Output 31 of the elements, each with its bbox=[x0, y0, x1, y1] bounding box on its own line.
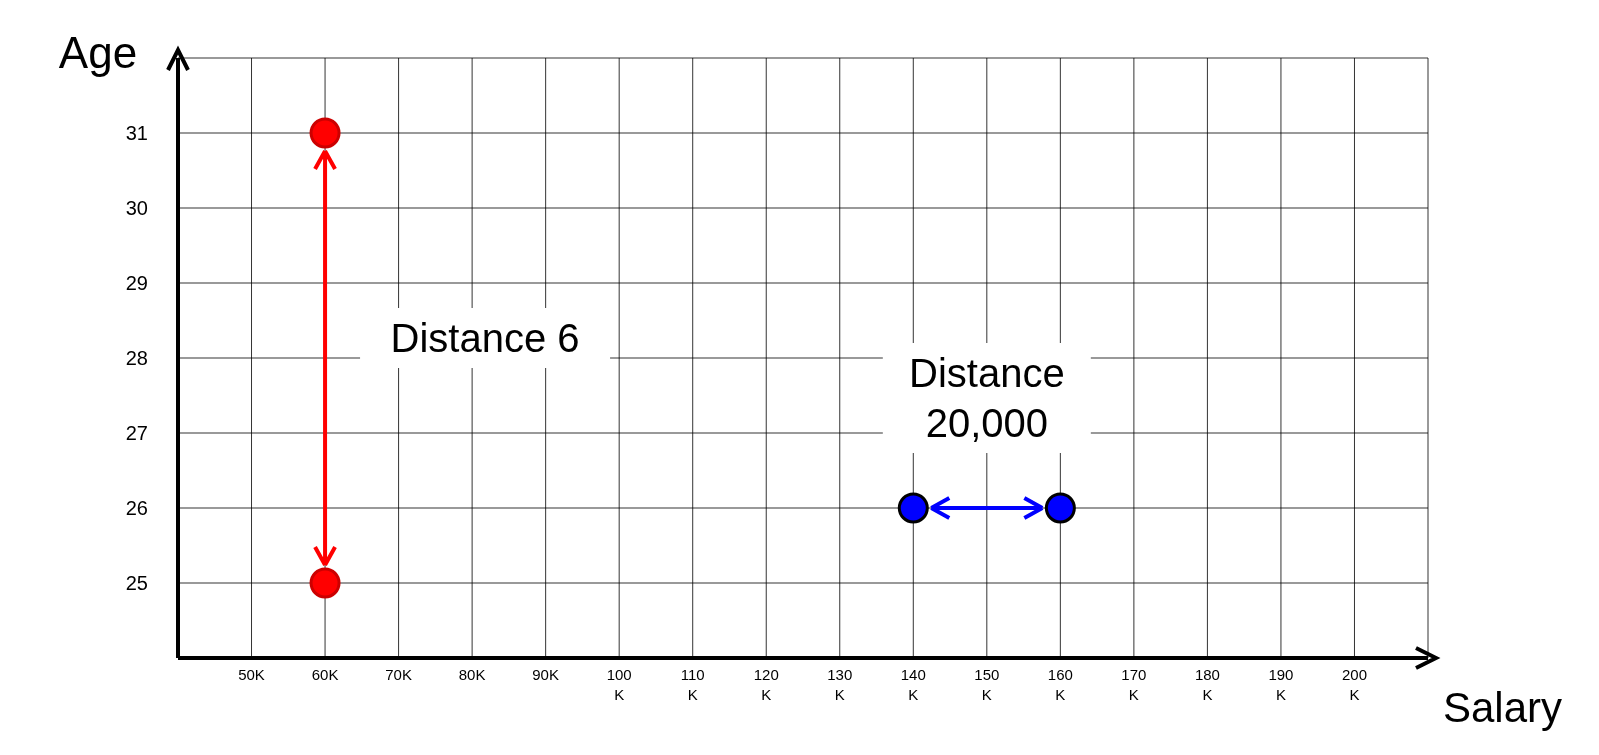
annotation: Distance 20,000 bbox=[909, 351, 1065, 445]
x-tick-label: 150K bbox=[974, 666, 1000, 703]
x-tick-label: 110K bbox=[680, 666, 705, 703]
x-tick-label: 130K bbox=[827, 666, 853, 703]
y-axis-title: Age bbox=[58, 28, 138, 77]
point bbox=[897, 492, 929, 524]
x-tick-label: 60K bbox=[311, 666, 339, 683]
x-tick-label: 50K bbox=[238, 666, 265, 683]
x-tick-label: 120K bbox=[753, 666, 779, 703]
annotation: Distance 6 bbox=[390, 316, 580, 360]
y-tick-label: 27 bbox=[125, 422, 148, 444]
x-tick-label: 180K bbox=[1194, 666, 1220, 703]
x-tick-label: 70K bbox=[385, 666, 412, 683]
y-tick-label: 26 bbox=[125, 497, 148, 519]
x-tick-label: 80K bbox=[458, 666, 486, 683]
x-tick-label: 100K bbox=[606, 666, 632, 703]
point bbox=[309, 567, 341, 599]
x-axis-title: Salary bbox=[1442, 684, 1562, 731]
y-tick-label: 28 bbox=[125, 347, 148, 369]
x-tick-label: 170K bbox=[1121, 666, 1147, 703]
x-tick-label: 90K bbox=[532, 666, 559, 683]
y-tick-label: 29 bbox=[125, 272, 148, 294]
x-tick-label: 200K bbox=[1341, 666, 1367, 703]
x-tick-label: 190K bbox=[1268, 666, 1294, 703]
point bbox=[1044, 492, 1076, 524]
point bbox=[309, 117, 341, 149]
y-tick-label: 25 bbox=[125, 572, 148, 594]
x-tick-label: 140K bbox=[900, 666, 926, 703]
y-tick-label: 31 bbox=[125, 122, 148, 144]
x-tick-label: 160K bbox=[1047, 666, 1073, 703]
y-tick-label: 30 bbox=[125, 197, 148, 219]
